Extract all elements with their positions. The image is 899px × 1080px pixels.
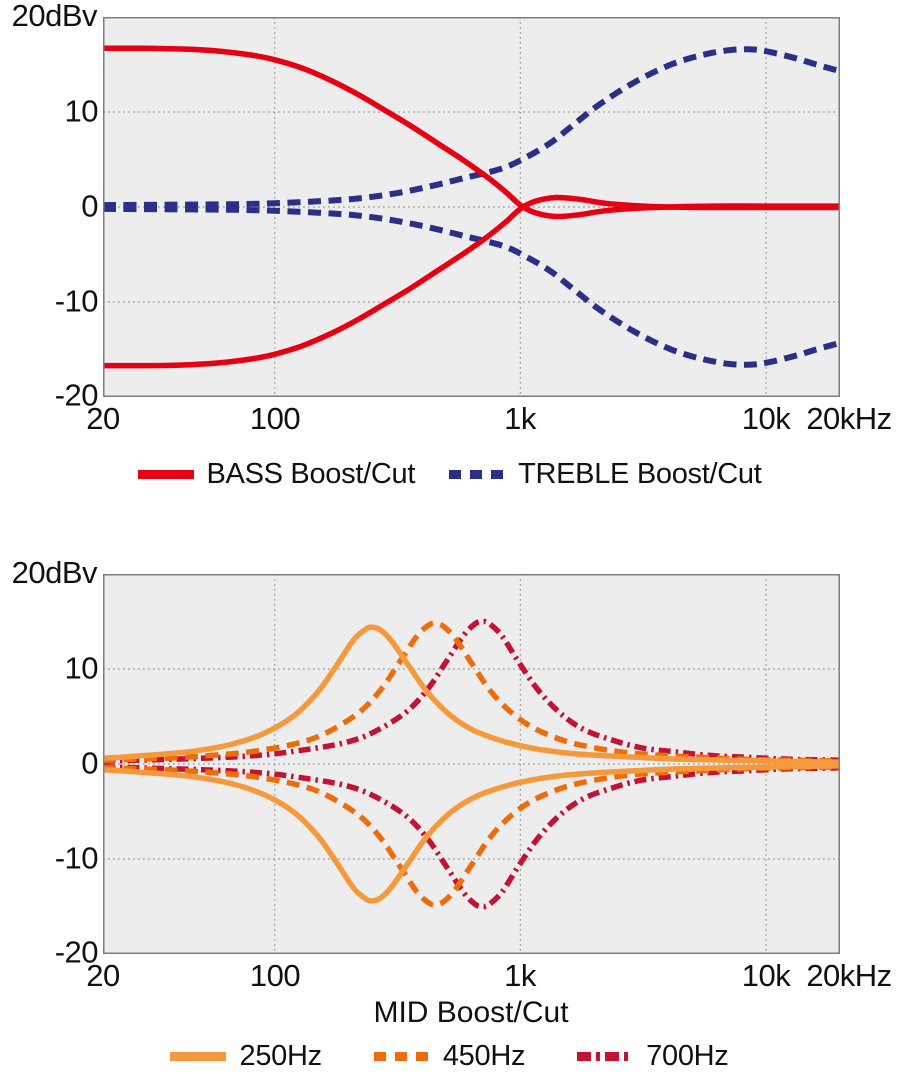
curve-mid-700hz-cut — [103, 764, 840, 910]
mid-x-tick-20khz: 20kHz — [806, 958, 892, 993]
mid-y-tick-10: 10 — [64, 650, 99, 686]
curve-mid-450hz-boost — [103, 620, 840, 764]
mid-y-tick-0: 0 — [81, 745, 98, 781]
plot-border — [103, 17, 840, 397]
mid-x-tick-1k: 1k — [504, 958, 536, 993]
curve-mid-700hz-boost — [103, 618, 840, 764]
legend-label-700hz: 700Hz — [646, 1039, 729, 1072]
mid-x-axis-title: MID Boost/Cut — [373, 996, 569, 1029]
legend-label-450hz: 450Hz — [442, 1039, 526, 1072]
mid-x-tick-20: 20 — [86, 958, 120, 993]
bass-line-swatch — [137, 469, 194, 479]
mid-x-tick-10k: 10k — [741, 958, 791, 993]
tone-plot — [103, 17, 840, 397]
tone-x-tick-20khz: 20kHz — [806, 401, 892, 436]
tone-y-tick-0: 0 — [81, 188, 98, 224]
mid-250hz-line-swatch — [170, 1051, 227, 1061]
plot-border — [103, 574, 840, 954]
tone-y-tick-10: 10 — [64, 93, 99, 129]
legend-label-250hz: 250Hz — [239, 1039, 322, 1072]
mid-plot — [103, 574, 840, 954]
plot-background — [103, 574, 840, 954]
curve-mid-450hz-cut — [103, 764, 840, 908]
mid-450hz-line-swatch — [373, 1051, 430, 1061]
tone-y-tick-neg10: -10 — [54, 283, 99, 319]
mid-700hz-line-swatch — [577, 1051, 634, 1061]
tone-y-tick-neg20: -20 — [54, 377, 99, 413]
mid-y-tick-neg20: -20 — [54, 934, 99, 970]
tone-legend: BASS Boost/Cut TREBLE Boost/Cut — [0, 456, 899, 492]
curve-mid-250hz-cut — [103, 763, 840, 904]
curve-bass-cut — [103, 194, 840, 369]
legend-item-treble: TREBLE Boost/Cut — [449, 457, 762, 491]
legend-item-450hz: 450Hz — [373, 1039, 526, 1073]
tone-x-tick-100: 100 — [249, 401, 301, 436]
tone-x-tick-20: 20 — [86, 401, 120, 436]
legend-label-treble: TREBLE Boost/Cut — [518, 457, 762, 490]
legend-label-bass: BASS Boost/Cut — [206, 457, 416, 490]
legend-item-250hz: 250Hz — [170, 1039, 322, 1073]
mid-y-tick-neg10: -10 — [54, 840, 99, 876]
legend-item-bass: BASS Boost/Cut — [137, 457, 416, 491]
curve-mid-250hz-boost — [103, 624, 840, 765]
curve-treble-cut — [103, 205, 840, 368]
curve-bass-boost — [103, 45, 840, 220]
curve-treble-boost — [103, 46, 840, 209]
mid-y-axis-unit-label: 20dBv — [11, 555, 98, 590]
legend-item-700hz: 700Hz — [577, 1039, 729, 1073]
treble-line-swatch — [449, 469, 506, 479]
mid-legend: 250Hz 450Hz 700Hz — [0, 1038, 899, 1074]
mid-x-tick-100: 100 — [249, 958, 301, 993]
tone-x-tick-1k: 1k — [504, 401, 536, 436]
tone-y-axis-unit-label: 20dBv — [11, 0, 98, 33]
tone-x-tick-10k: 10k — [741, 401, 791, 436]
